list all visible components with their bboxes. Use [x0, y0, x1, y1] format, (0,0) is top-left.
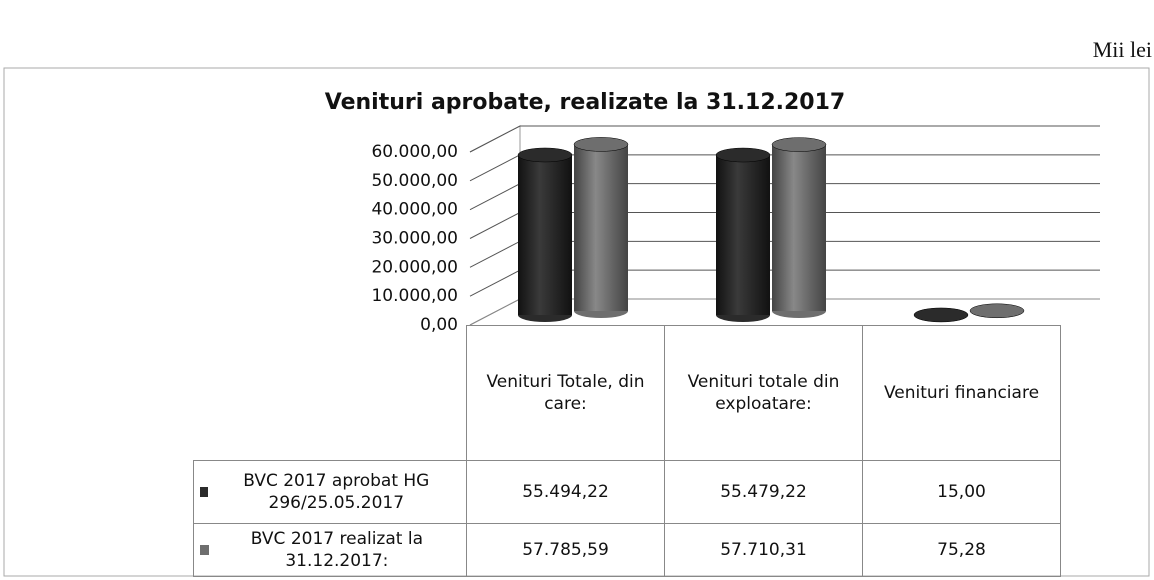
value-cell: 75,28: [862, 523, 1061, 577]
value-cell: 57.785,59: [466, 523, 665, 577]
y-tick-label: 60.000,00: [371, 142, 458, 162]
cylinder-top: [913, 307, 969, 323]
cylinder-bar: [573, 137, 629, 318]
legend-swatch: [200, 487, 208, 497]
legend-label: BVC 2017 aprobat HG 296/25.05.2017: [243, 470, 430, 513]
category-header: Venituri totale din exploatare:: [664, 325, 863, 461]
cylinder-body: [574, 144, 628, 311]
cylinder-top: [969, 303, 1025, 319]
cylinder-top: [715, 147, 771, 163]
cylinder-bar: [913, 307, 969, 323]
y-tick-label: 40.000,00: [371, 200, 458, 220]
legend-swatch: [200, 545, 209, 555]
y-tick-label: 50.000,00: [371, 171, 458, 191]
cylinder-bar: [715, 147, 771, 322]
cylinder-bar: [969, 303, 1025, 319]
value-cell: 55.494,22: [466, 460, 665, 524]
cylinder-body: [772, 144, 826, 311]
unit-annotation: Mii lei: [1093, 37, 1152, 62]
legend-entry: BVC 2017 realizat la 31.12.2017:: [193, 523, 467, 577]
cylinder-body: [716, 155, 770, 315]
legend-entry: BVC 2017 aprobat HG 296/25.05.2017: [193, 460, 467, 524]
cylinder-top: [771, 137, 827, 152]
cylinder-bar: [517, 147, 573, 322]
y-tick-label: 0,00: [420, 315, 458, 335]
category-header: Venituri financiare: [862, 325, 1061, 461]
y-tick-label: 30.000,00: [371, 229, 458, 249]
chart-title: Venituri aprobate, realizate la 31.12.20…: [325, 90, 845, 115]
cylinder-body: [518, 154, 572, 315]
cylinder-top: [573, 137, 629, 152]
category-header: Venituri Totale, din care:: [466, 325, 665, 461]
value-cell: 55.479,22: [664, 460, 863, 524]
value-cell: 15,00: [862, 460, 1061, 524]
cylinder-top: [517, 147, 573, 163]
cylinder-bar: [771, 137, 827, 318]
grid-line: [469, 125, 1100, 153]
legend-label: BVC 2017 realizat la 31.12.2017:: [250, 528, 423, 571]
value-cell: 57.710,31: [664, 523, 863, 577]
y-tick-label: 10.000,00: [371, 286, 458, 306]
y-tick-label: 20.000,00: [371, 257, 458, 277]
